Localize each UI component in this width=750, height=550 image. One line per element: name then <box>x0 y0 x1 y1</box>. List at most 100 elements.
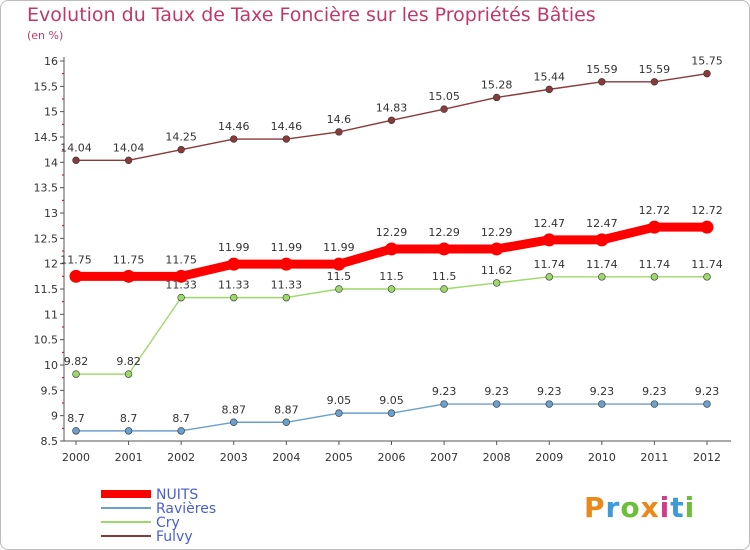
data-point <box>598 273 606 281</box>
series-fulvy: 14.04 14.04 14.25 14.46 14.46 14.6 14.83 15.05 1… <box>60 55 723 165</box>
data-label: 12.72 <box>639 204 671 217</box>
data-label: 12.47 <box>586 217 618 230</box>
legend-label: Cry <box>156 515 180 531</box>
data-label: 9.23 <box>432 385 457 398</box>
y-tick-label: 8.5 <box>41 435 59 448</box>
data-point <box>177 145 185 154</box>
data-point <box>492 279 501 287</box>
data-label: 11.74 <box>639 258 671 271</box>
legend-label: NUITS <box>156 487 198 503</box>
y-tick-label: 9.5 <box>41 384 59 397</box>
data-label: 15.59 <box>586 63 618 76</box>
data-point <box>282 293 291 302</box>
x-tick-label: 2006 <box>378 451 406 464</box>
logo-letter: i <box>684 491 696 524</box>
data-point <box>124 427 133 435</box>
data-point <box>122 269 136 283</box>
series-nuits: 11.75 11.75 11.75 11.99 11.99 11.99 12.29 12.29… <box>60 204 723 283</box>
data-label: 14.6 <box>327 113 352 126</box>
data-label: 11.75 <box>60 253 92 266</box>
data-label: 11.74 <box>691 258 723 271</box>
data-point <box>124 370 133 378</box>
data-point <box>227 257 241 271</box>
proxiti-logo: Proxiti <box>584 491 695 524</box>
y-tick-label: 11.5 <box>34 283 59 296</box>
data-point <box>385 242 398 256</box>
data-label: 11.99 <box>323 241 355 254</box>
data-label: 11.75 <box>113 253 145 266</box>
x-tick-label: 2008 <box>483 451 511 464</box>
data-point <box>595 233 609 247</box>
chart-subtitle: (en %) <box>27 29 64 42</box>
data-label: 9.23 <box>590 385 615 398</box>
data-point <box>647 220 661 234</box>
data-label: 11.5 <box>379 270 404 283</box>
logo-letter: x <box>640 491 660 524</box>
data-point <box>650 78 659 86</box>
data-label: 11.5 <box>432 270 457 283</box>
data-label: 14.04 <box>60 141 92 154</box>
series-cry: 9.82 9.82 11.33 11.33 11.33 11.5 11.5 11.5 11.62… <box>64 258 723 378</box>
data-point <box>650 400 659 408</box>
data-label: 14.46 <box>218 120 250 133</box>
data-label: 8.87 <box>274 403 299 416</box>
data-point <box>545 400 553 408</box>
logo-letter: P <box>584 491 606 524</box>
data-point <box>703 69 711 78</box>
data-label: 8.87 <box>222 403 247 416</box>
data-point <box>230 418 238 426</box>
chart-axes: 8.599.51010.51111.51212.51313.51414.5151… <box>34 55 731 464</box>
data-label: 15.75 <box>691 55 723 68</box>
data-label: 9.23 <box>642 385 667 398</box>
data-point <box>177 427 185 435</box>
legend-label: Ravières <box>156 501 216 517</box>
x-tick-label: 2003 <box>220 451 248 464</box>
data-point <box>437 242 451 256</box>
data-point <box>282 418 291 426</box>
data-point <box>72 370 80 378</box>
x-tick-label: 2011 <box>640 451 668 464</box>
data-point <box>335 409 343 417</box>
legend-label: Fulvy <box>156 529 193 545</box>
data-point <box>492 400 501 408</box>
data-label: 15.44 <box>534 70 566 83</box>
logo-letter: i <box>659 491 671 524</box>
series-layer: 14.04 14.04 14.25 14.46 14.46 14.6 14.83 15.05 1… <box>60 55 723 435</box>
data-point <box>440 400 448 408</box>
series-line <box>76 403 707 432</box>
data-label: 15.59 <box>639 63 671 76</box>
data-point <box>332 257 346 271</box>
data-point <box>542 233 556 247</box>
data-label: 9.05 <box>327 394 352 407</box>
data-point <box>598 78 606 86</box>
data-label: 9.05 <box>379 394 404 407</box>
x-tick-label: 2009 <box>535 451 563 464</box>
data-point <box>440 285 448 293</box>
x-tick-label: 2005 <box>325 451 353 464</box>
y-tick-label: 9 <box>51 410 58 423</box>
data-label: 9.23 <box>537 385 562 398</box>
data-point <box>545 273 553 281</box>
y-tick-label: 10.5 <box>34 334 59 347</box>
data-point <box>230 293 238 302</box>
data-point <box>598 400 606 408</box>
y-tick-label: 14.5 <box>34 131 59 144</box>
data-label: 11.33 <box>218 279 250 292</box>
data-point <box>174 269 188 283</box>
logo-letter: r <box>605 491 621 524</box>
data-label: 14.25 <box>165 131 197 144</box>
data-label: 15.28 <box>481 78 513 91</box>
data-point <box>490 242 504 256</box>
data-point <box>387 409 396 417</box>
y-tick-label: 12.5 <box>34 232 59 245</box>
data-point <box>650 273 659 281</box>
series-ravières: 8.7 8.7 8.7 8.87 8.87 9.05 9.05 9.23 9.23 9.23 9.2… <box>67 385 720 435</box>
logo-letter: o <box>620 491 641 524</box>
data-label: 12.29 <box>481 226 513 239</box>
y-tick-label: 11 <box>44 308 58 321</box>
data-label: 9.23 <box>484 385 509 398</box>
data-label: 9.23 <box>695 385 720 398</box>
x-tick-label: 2001 <box>115 451 143 464</box>
